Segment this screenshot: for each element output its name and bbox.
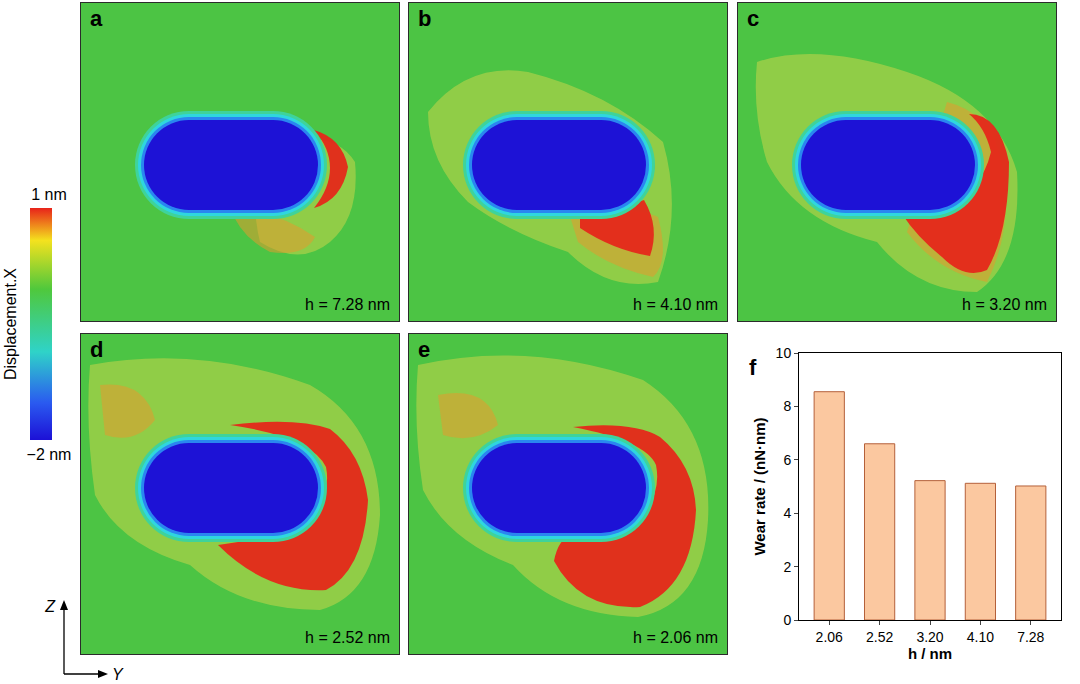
svg-text:Wear rate / (nN·nm): Wear rate / (nN·nm) — [751, 417, 768, 555]
svg-text:h = 3.20 nm: h = 3.20 nm — [962, 296, 1047, 313]
svg-text:1 nm: 1 nm — [31, 186, 67, 203]
svg-text:h = 2.52 nm: h = 2.52 nm — [305, 629, 390, 646]
svg-text:e: e — [418, 337, 430, 362]
svg-text:h = 7.28 nm: h = 7.28 nm — [305, 296, 390, 313]
svg-text:3.20: 3.20 — [916, 629, 943, 645]
svg-text:h = 2.06 nm: h = 2.06 nm — [633, 629, 718, 646]
svg-text:2.06: 2.06 — [816, 629, 843, 645]
svg-text:10: 10 — [776, 345, 792, 361]
svg-text:Y: Y — [112, 666, 124, 683]
svg-text:4: 4 — [783, 505, 791, 521]
svg-text:f: f — [749, 355, 757, 380]
svg-text:b: b — [418, 6, 431, 31]
svg-text:−2 nm: −2 nm — [27, 446, 72, 463]
svg-text:6: 6 — [783, 452, 791, 468]
svg-text:a: a — [90, 6, 103, 31]
svg-text:h / nm: h / nm — [908, 645, 952, 662]
svg-text:2: 2 — [783, 559, 791, 575]
svg-text:d: d — [90, 337, 103, 362]
svg-text:2.52: 2.52 — [866, 629, 893, 645]
svg-text:7.28: 7.28 — [1017, 629, 1044, 645]
svg-text:8: 8 — [783, 398, 791, 414]
svg-text:4.10: 4.10 — [967, 629, 994, 645]
svg-text:0: 0 — [783, 612, 791, 628]
svg-text:c: c — [747, 6, 759, 31]
svg-text:Z: Z — [44, 598, 56, 615]
svg-text:h = 4.10 nm: h = 4.10 nm — [633, 296, 718, 313]
svg-text:Displacement.X: Displacement.X — [2, 268, 19, 380]
